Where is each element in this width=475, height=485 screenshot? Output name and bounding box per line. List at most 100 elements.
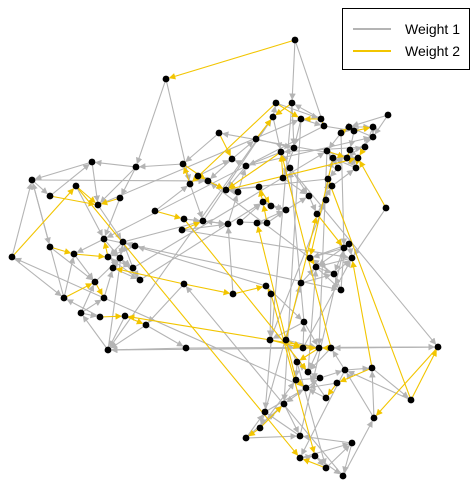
edge-weight-1 xyxy=(283,403,299,434)
edge-weight-1 xyxy=(185,132,220,163)
edge-weight-1 xyxy=(225,226,234,295)
edge-weight-1 xyxy=(31,182,65,299)
graph-node xyxy=(109,264,117,272)
graph-node xyxy=(236,218,244,226)
edge-weight-2 xyxy=(63,283,93,299)
graph-node xyxy=(328,182,336,190)
edge-weight-1 xyxy=(331,169,354,187)
edge-weight-2 xyxy=(115,266,185,285)
graph-node xyxy=(70,250,78,258)
edge-weight-1 xyxy=(97,119,299,206)
edge-weight-1 xyxy=(82,315,109,351)
graph-node xyxy=(60,294,68,302)
edge-weight-1 xyxy=(110,324,147,349)
graph-node xyxy=(261,408,269,416)
edge-weight-1 xyxy=(122,220,201,243)
graph-node xyxy=(282,206,290,214)
graph-node xyxy=(341,366,349,374)
edge-weight-2 xyxy=(49,195,96,207)
graph-node xyxy=(290,144,298,152)
legend-label-weight-1: Weight 1 xyxy=(405,21,460,37)
graph-node xyxy=(306,254,314,262)
graph-nodes xyxy=(8,36,442,480)
graph-node xyxy=(182,344,190,352)
edge-weight-1 xyxy=(294,39,325,124)
graph-node xyxy=(179,160,187,168)
edge-weight-2 xyxy=(299,347,320,361)
edge-weight-1 xyxy=(282,177,307,195)
graph-node xyxy=(350,127,358,135)
graph-node xyxy=(370,414,378,422)
graph-node xyxy=(334,164,342,172)
graph-node xyxy=(180,280,188,288)
edge-weight-1 xyxy=(374,114,389,135)
graph-node xyxy=(267,290,275,298)
edge-weight-2 xyxy=(316,213,343,246)
edge-weight-1 xyxy=(314,455,341,475)
edge-weight-1 xyxy=(110,346,187,354)
graph-node xyxy=(296,454,304,462)
graph-node xyxy=(345,123,353,131)
graph-node xyxy=(407,396,415,404)
edge-weight-1 xyxy=(310,347,332,370)
graph-node xyxy=(228,155,236,163)
edge-weight-1 xyxy=(104,197,121,237)
graph-node xyxy=(320,122,328,130)
graph-node xyxy=(262,282,270,290)
edge-weight-1 xyxy=(73,253,94,280)
graph-node xyxy=(242,162,250,170)
graph-node xyxy=(234,188,242,196)
edge-weight-2 xyxy=(259,406,282,429)
edge-weight-1 xyxy=(100,166,137,203)
graph-node xyxy=(304,368,312,376)
edge-weight-1 xyxy=(245,135,371,167)
graph-node xyxy=(297,279,305,287)
graph-node xyxy=(382,204,390,212)
edge-weight-2 xyxy=(359,160,387,209)
graph-node xyxy=(346,146,354,154)
graph-node xyxy=(129,264,137,272)
edge-weight-1 xyxy=(135,78,167,165)
graph-node xyxy=(322,464,330,472)
edge-weight-1 xyxy=(137,245,267,287)
graph-node xyxy=(317,115,325,123)
legend-swatch-weight-1 xyxy=(353,28,391,30)
graph-node xyxy=(322,196,330,204)
graph-node xyxy=(297,115,305,123)
edge-weight-1 xyxy=(138,163,184,170)
edge-weight-1 xyxy=(227,194,239,225)
edge-weight-1 xyxy=(371,367,409,399)
graph-node xyxy=(337,129,345,137)
edge-weight-1 xyxy=(302,433,353,444)
graph-node xyxy=(339,472,347,480)
edge-weight-1 xyxy=(255,138,292,150)
edge-weight-2 xyxy=(232,285,264,295)
edge-weight-1 xyxy=(285,197,307,211)
edge-weight-2 xyxy=(182,163,206,180)
graph-node xyxy=(312,263,320,271)
edge-weight-2 xyxy=(75,185,299,456)
graph-node xyxy=(343,154,351,162)
edge-weight-1 xyxy=(300,324,307,349)
graph-node xyxy=(277,148,285,156)
graph-node xyxy=(279,174,287,182)
graph-node xyxy=(266,336,274,344)
edge-weight-2 xyxy=(218,132,231,157)
weight-1-edges xyxy=(11,39,439,477)
edge-weight-1 xyxy=(266,293,274,338)
edge-weight-1 xyxy=(94,260,118,283)
legend-item-weight-1: Weight 1 xyxy=(353,19,460,39)
legend-item-weight-2: Weight 2 xyxy=(353,41,460,61)
edge-weight-1 xyxy=(319,369,343,379)
graph-node xyxy=(121,312,129,320)
edge-weight-2 xyxy=(255,119,272,140)
edge-weight-2 xyxy=(183,283,231,296)
edge-weight-2 xyxy=(73,252,106,260)
graph-node xyxy=(272,99,280,107)
graph-node xyxy=(46,192,54,200)
edge-weight-2 xyxy=(228,151,282,189)
graph-node xyxy=(296,432,304,440)
graph-node xyxy=(291,36,299,44)
edge-weight-1 xyxy=(287,170,305,323)
edge-weight-1 xyxy=(294,104,322,120)
